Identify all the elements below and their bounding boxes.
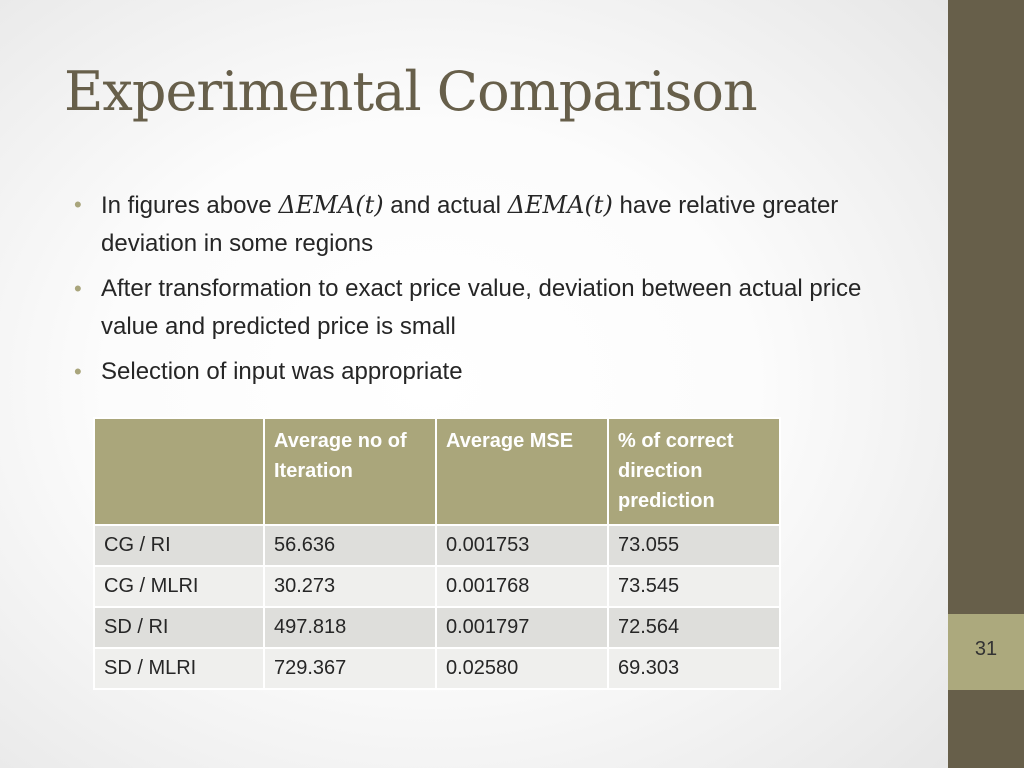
bullet-text: After transformation to exact price valu… [101, 275, 862, 340]
bullet-dot-icon: • [74, 192, 82, 217]
table-cell: CG / RI [93, 524, 265, 567]
table-header-cell: Average MSE [435, 417, 609, 526]
table-cell: 0.02580 [435, 647, 609, 690]
results-table: Average no of Iteration Average MSE % of… [93, 417, 781, 690]
table-row: CG / RI 56.636 0.001753 73.055 [93, 524, 781, 567]
bullet-item: • In figures above ΔEMA(t) and actual ΔE… [74, 186, 904, 263]
table-cell: 30.273 [263, 565, 437, 608]
bullet-text: Selection of input was appropriate [101, 358, 463, 385]
page-number-box: 31 [948, 614, 1024, 690]
table-header-row: Average no of Iteration Average MSE % of… [93, 417, 781, 526]
table-cell: 69.303 [607, 647, 781, 690]
table-header-cell: % of correct direction prediction [607, 417, 781, 526]
bullet-dot-icon: • [74, 359, 82, 384]
bullet-item: • Selection of input was appropriate [74, 353, 904, 391]
table-cell: 497.818 [263, 606, 437, 649]
table-cell: 73.055 [607, 524, 781, 567]
table-row: SD / RI 497.818 0.001797 72.564 [93, 606, 781, 649]
table-cell: 0.001797 [435, 606, 609, 649]
table-header-cell [93, 417, 265, 526]
bullet-text: In figures above [101, 192, 279, 219]
bullet-text: and actual [383, 192, 508, 219]
table-cell: 729.367 [263, 647, 437, 690]
slide-title: Experimental Comparison [64, 60, 758, 123]
table-row: CG / MLRI 30.273 0.001768 73.545 [93, 565, 781, 608]
table-cell: 0.001753 [435, 524, 609, 567]
table-row: SD / MLRI 729.367 0.02580 69.303 [93, 647, 781, 690]
table-cell: SD / RI [93, 606, 265, 649]
math-delta-ema: ΔEMA(t) [507, 191, 613, 219]
table-cell: 56.636 [263, 524, 437, 567]
table-cell: 0.001768 [435, 565, 609, 608]
bullet-item: • After transformation to exact price va… [74, 270, 904, 346]
page-number: 31 [974, 637, 998, 660]
bullet-list: • In figures above ΔEMA(t) and actual ΔE… [74, 186, 904, 398]
bullet-text: have relative greater deviation in some … [101, 192, 839, 257]
bullet-dot-icon: • [74, 276, 82, 301]
table-header-cell: Average no of Iteration [263, 417, 437, 526]
table-cell: 73.545 [607, 565, 781, 608]
math-delta-ema: ΔEMA(t) [278, 191, 384, 219]
table-cell: 72.564 [607, 606, 781, 649]
table-cell: SD / MLRI [93, 647, 265, 690]
table-cell: CG / MLRI [93, 565, 265, 608]
